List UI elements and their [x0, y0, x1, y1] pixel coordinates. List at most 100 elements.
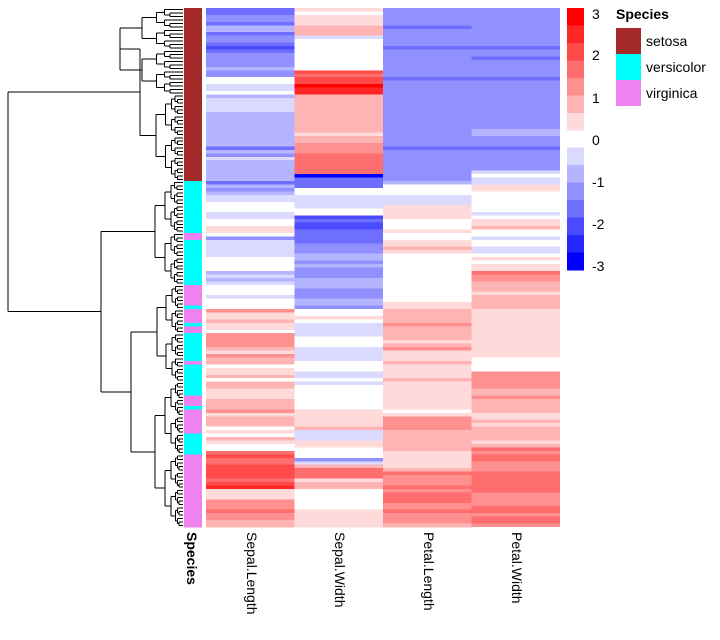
heatmap-cell-sepal-length — [206, 430, 295, 434]
heatmap-cell-petal-width — [471, 229, 560, 237]
heatmap-cell-sepal-length — [206, 156, 295, 161]
column-label-petal-width: Petal.Width — [509, 532, 525, 604]
heatmap-cell-sepal-width — [294, 84, 383, 88]
heatmap-cell-sepal-width — [294, 468, 383, 479]
heatmap-cell-petal-width — [471, 80, 560, 130]
color-scale-bin — [567, 235, 584, 253]
color-scale-bin — [567, 252, 584, 271]
species-cell-versicolor — [184, 364, 202, 396]
heatmap-cell-petal-width — [471, 461, 560, 466]
heatmap-cell-sepal-length — [206, 309, 295, 313]
heatmap-cell-sepal-length — [206, 322, 295, 331]
heatmap-cell-petal-width — [471, 225, 560, 230]
heatmap-cell-sepal-width — [294, 229, 383, 234]
heatmap-cell-sepal-width — [294, 25, 383, 36]
heatmap-cell-sepal-width — [294, 187, 383, 196]
column-label-species: Species — [184, 532, 200, 585]
heatmap-cell-sepal-width — [294, 153, 383, 175]
color-scale-bin — [567, 130, 584, 149]
species-cell-versicolor — [184, 433, 202, 455]
heatmap-cell-sepal-length — [206, 347, 295, 351]
heatmap-cell-petal-width — [471, 443, 560, 448]
heatmap-cell-sepal-width — [294, 136, 383, 144]
heatmap-cell-sepal-length — [206, 416, 295, 427]
heatmap-cell-petal-length — [383, 509, 472, 514]
color-scale-bin — [567, 182, 584, 201]
heatmap-cell-sepal-length — [206, 354, 295, 358]
heatmap-cell-petal-width — [471, 471, 560, 493]
heatmap-cell-sepal-width — [294, 132, 383, 137]
heatmap-cell-sepal-length — [206, 443, 295, 452]
column-label-petal-length: Petal.Length — [421, 532, 437, 611]
species-cell-versicolor — [184, 405, 202, 410]
heatmap-cell-sepal-width — [294, 194, 383, 209]
heatmap-cell-sepal-length — [206, 333, 295, 348]
heatmap-cell-petal-width — [471, 236, 560, 241]
heatmap-cell-sepal-length — [206, 42, 295, 47]
heatmap-cell-sepal-width — [294, 39, 383, 71]
heatmap-cell-petal-length — [383, 250, 472, 254]
species-cell-setosa — [184, 8, 202, 182]
heatmap-cell-petal-length — [383, 253, 472, 303]
color-scale-bar — [567, 8, 584, 271]
heatmap-cell-sepal-width — [294, 464, 383, 469]
species-cell-virginica — [184, 309, 202, 324]
heatmap-cell-petal-width — [471, 77, 560, 81]
heatmap-cell-petal-length — [383, 80, 472, 147]
heatmap-cell-sepal-length — [206, 374, 295, 379]
legend-swatch-virginica — [616, 80, 641, 106]
heatmap-cell-petal-width — [471, 149, 560, 171]
heatmap-cell-sepal-length — [206, 66, 295, 71]
heatmap-cell-sepal-length — [206, 239, 295, 258]
heatmap-cell-petal-width — [471, 212, 560, 216]
heatmap-cell-sepal-length — [206, 499, 295, 510]
heatmap-cell-petal-width — [471, 264, 560, 272]
color-tick-2: 2 — [592, 47, 600, 63]
heatmap-cell-sepal-length — [206, 97, 295, 113]
heatmap-cell-petal-width — [471, 419, 560, 424]
heatmap-cell-petal-width — [471, 395, 560, 400]
heatmap-cell-petal-width — [471, 146, 560, 151]
heatmap-cell-petal-length — [383, 46, 472, 50]
heatmap-cell-sepal-width — [294, 181, 383, 189]
heatmap-cell-sepal-length — [206, 184, 295, 189]
heatmap-cell-petal-width — [471, 281, 560, 293]
heatmap-cell-sepal-length — [206, 225, 295, 234]
heatmap-cell-sepal-length — [206, 350, 295, 355]
heatmap-cell-petal-length — [383, 25, 472, 30]
heatmap-cell-petal-length — [383, 347, 472, 351]
heatmap-cell-sepal-length — [206, 509, 295, 514]
heatmap-cell-sepal-length — [206, 364, 295, 369]
color-tick-0: 0 — [592, 132, 600, 148]
heatmap-cell-petal-length — [383, 322, 472, 327]
heatmap-cell-sepal-width — [294, 219, 383, 223]
heatmap-cell-petal-width — [471, 450, 560, 455]
heatmap-cell-sepal-length — [206, 329, 295, 334]
heatmap-cell-sepal-length — [206, 284, 295, 296]
heatmap-cell-sepal-width — [294, 35, 383, 40]
heatmap-cell-petal-length — [383, 205, 472, 220]
heatmap-cell-petal-width — [471, 388, 560, 396]
heatmap-cell-petal-length — [383, 28, 472, 47]
heatmap-cell-petal-width — [471, 253, 560, 258]
species-cell-versicolor — [184, 239, 202, 286]
heatmap-cell-sepal-width — [294, 77, 383, 85]
heatmap-cell-sepal-length — [206, 146, 295, 151]
heatmap-cell-petal-width — [471, 309, 560, 358]
heatmap-cell-sepal-width — [294, 430, 383, 441]
color-scale-bin — [567, 200, 584, 218]
heatmap-cell-sepal-width — [294, 288, 383, 299]
heatmap-cell-petal-length — [383, 381, 472, 410]
heatmap-cell-sepal-width — [294, 305, 383, 310]
heatmap-cell-sepal-length — [206, 270, 295, 275]
heatmap-cell-petal-length — [383, 450, 472, 469]
heatmap-cell-petal-width — [471, 506, 560, 514]
heatmap-cell-petal-width — [471, 129, 560, 137]
heatmap-cell-petal-length — [383, 513, 472, 524]
species-cell-versicolor — [184, 333, 202, 362]
heatmap-cell-sepal-width — [294, 381, 383, 386]
heatmap-cell-sepal-length — [206, 312, 295, 320]
heatmap-cell-sepal-width — [294, 336, 383, 348]
heatmap-cell-sepal-width — [294, 215, 383, 220]
heatmap-cell-sepal-width — [294, 371, 383, 379]
